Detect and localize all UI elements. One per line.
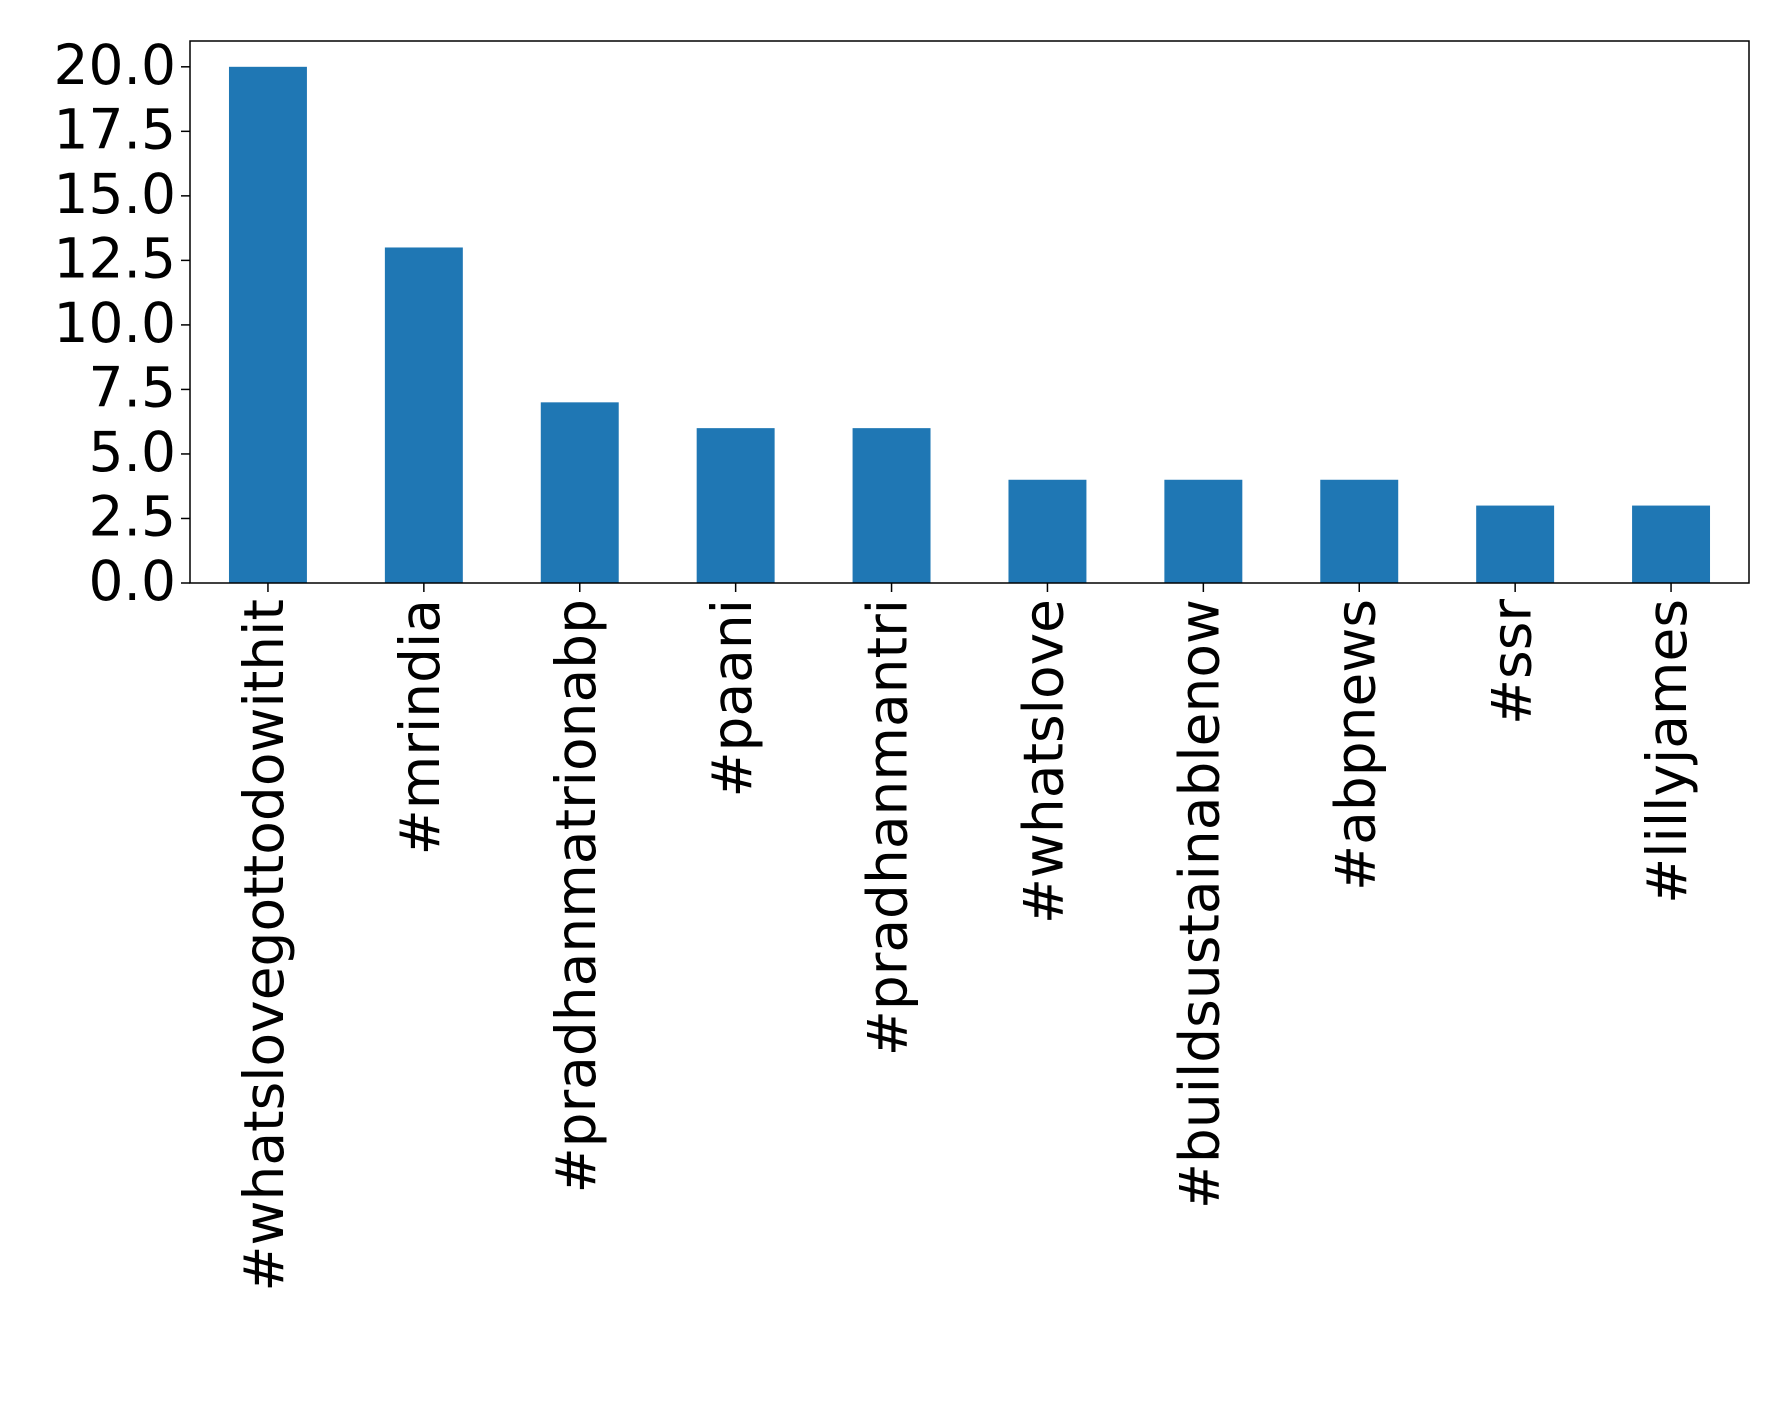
y-tick-label: 12.5	[54, 227, 176, 291]
x-tick-label: #lillyjames	[1635, 599, 1699, 904]
plot-frame	[189, 40, 1750, 584]
y-tick-label: 10.0	[54, 291, 176, 355]
x-tick-label: #pradhanmatrionabp	[544, 599, 608, 1193]
x-tick-label: #ssr	[1479, 599, 1543, 725]
x-tick-label: #mrindia	[388, 599, 452, 855]
bar	[1320, 479, 1399, 583]
y-tick-label: 17.5	[54, 97, 176, 161]
x-tick-label: #paani	[700, 599, 764, 798]
y-tick-label: 15.0	[54, 162, 176, 226]
bar	[228, 66, 307, 584]
x-tick-label: #whatslovegottodowithit	[232, 599, 296, 1292]
x-tick-label: #buildsustainablenow	[1167, 599, 1231, 1209]
y-tick-label: 2.5	[89, 485, 176, 549]
bar	[540, 402, 619, 583]
bar	[696, 428, 775, 583]
bar	[1632, 505, 1711, 583]
bar	[1476, 505, 1555, 583]
bar	[384, 247, 463, 583]
y-tick-label: 20.0	[54, 33, 176, 97]
bar	[1164, 479, 1243, 583]
y-tick-label: 7.5	[89, 356, 176, 420]
bar	[852, 428, 931, 583]
y-tick-label: 5.0	[89, 420, 176, 484]
bar	[1008, 479, 1087, 583]
y-tick-label: 0.0	[89, 549, 176, 613]
x-tick-label: #abpnews	[1323, 599, 1387, 891]
x-tick-label: #pradhanmantri	[856, 599, 920, 1056]
x-tick-label: #whatslove	[1012, 599, 1076, 924]
